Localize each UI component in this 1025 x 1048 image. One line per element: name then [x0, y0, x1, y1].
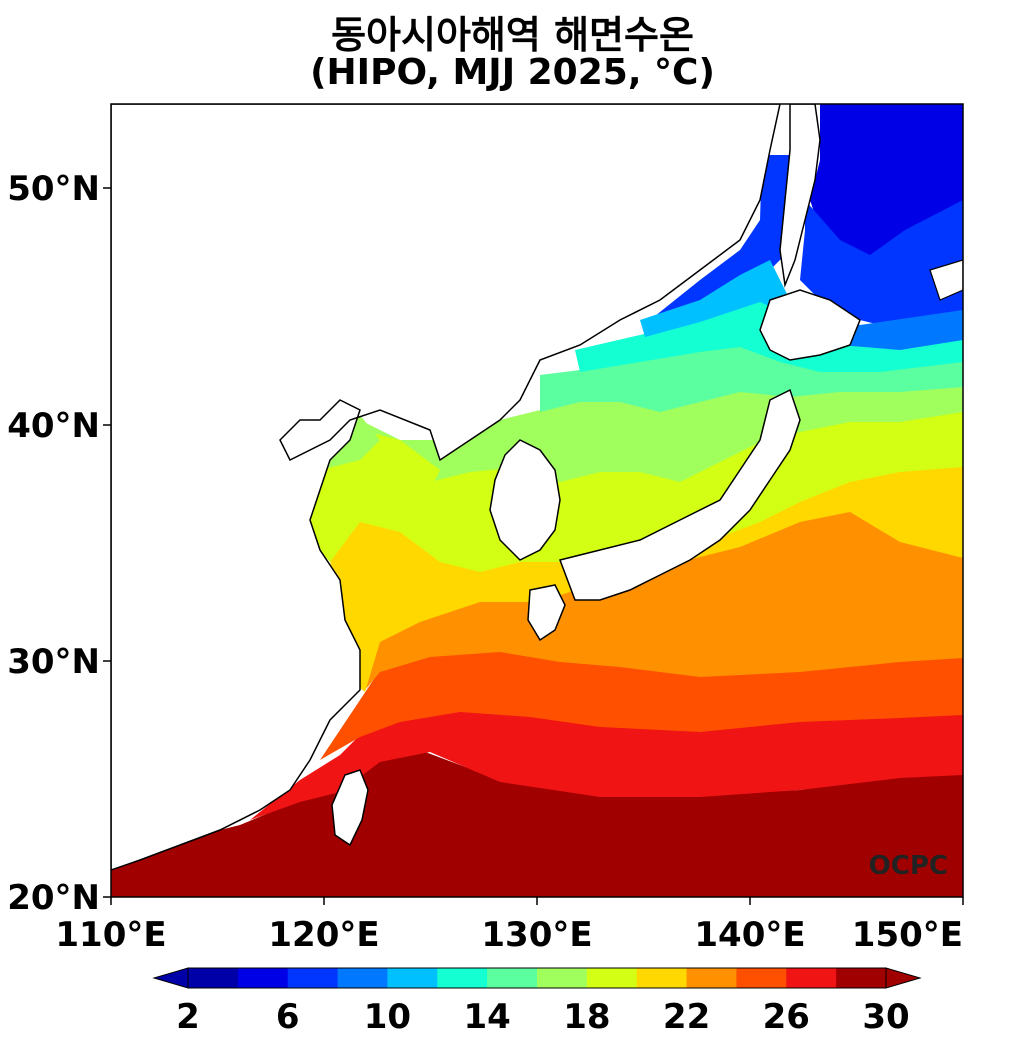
colorbar-label: 10 — [364, 997, 411, 1037]
band-28-30 — [111, 750, 963, 897]
colorbar-label: 14 — [463, 997, 510, 1037]
colorbar-extend-low — [152, 967, 189, 989]
band-4-6 — [800, 200, 963, 330]
colorbar-swatch — [387, 968, 438, 988]
band-6-8-nw — [650, 155, 800, 330]
china-coast-land — [111, 104, 781, 871]
lon-tick-130: 130°E — [481, 915, 592, 955]
colorbar-swatch — [786, 968, 837, 988]
lon-tick-150: 150°E — [852, 915, 963, 955]
colorbar-label: 26 — [763, 997, 810, 1037]
band-22-24 — [365, 510, 963, 690]
lat-axis: 50°N 40°N 30°N 20°N — [7, 169, 111, 918]
colorbar-label: 2 — [176, 997, 200, 1037]
korea-peninsula — [489, 439, 561, 561]
map-subtitle: (HIPO, MJJ 2025, °C) — [310, 52, 715, 93]
japan-hokkaido — [759, 289, 861, 361]
lon-axis: 110°E 120°E 130°E 140°E 150°E — [55, 897, 964, 955]
colorbar-extend-high — [885, 967, 922, 989]
lat-tick-40: 40°N — [7, 406, 100, 446]
colorbar-swatch — [287, 968, 339, 988]
colorbar-swatch — [487, 968, 538, 988]
colorbar-swatch — [237, 968, 289, 988]
colorbar-swatch — [736, 968, 787, 988]
band-18-20 — [300, 410, 963, 572]
taiwan — [331, 769, 369, 847]
colorbar-label: 6 — [276, 997, 300, 1037]
band-10-12 — [640, 260, 800, 337]
colorbar-frame — [187, 967, 887, 989]
colorbar-swatch — [337, 968, 388, 988]
lon-tick-140: 140°E — [694, 915, 805, 955]
colorbar-swatch — [686, 968, 737, 988]
kamchatka-tip — [929, 259, 963, 301]
lat-tick-30: 30°N — [7, 642, 100, 682]
colorbar-swatch — [437, 968, 488, 988]
sakhalin — [779, 104, 821, 288]
lat-tick-50: 50°N — [7, 169, 100, 209]
colorbar-swatch — [188, 968, 239, 988]
colorbar-swatch — [836, 968, 887, 988]
lon-tick-110: 110°E — [55, 915, 166, 955]
colorbar-swatch — [537, 968, 588, 988]
band-20-22 — [330, 465, 963, 692]
sst-field: OCPC — [111, 104, 963, 897]
colorbar-label: 30 — [862, 997, 909, 1037]
colorbar: 2 6 10 14 18 22 26 30 — [152, 967, 922, 1037]
colorbar-label: 22 — [663, 997, 710, 1037]
lon-tick-120: 120°E — [268, 915, 379, 955]
band-26-28 — [250, 710, 963, 820]
japan-honshu — [559, 388, 801, 601]
lat-tick-20: 20°N — [7, 878, 100, 918]
japan-kyushu — [527, 584, 566, 642]
credit-label: OCPC — [869, 851, 948, 881]
colorbar-swatch — [636, 968, 688, 988]
band-14-16 — [540, 345, 963, 412]
band-24-26 — [320, 650, 963, 760]
colorbar-swatch — [586, 968, 638, 988]
colorbar-label: 18 — [563, 997, 610, 1037]
map-title: 동아시아해역 해면수온 — [331, 13, 694, 57]
